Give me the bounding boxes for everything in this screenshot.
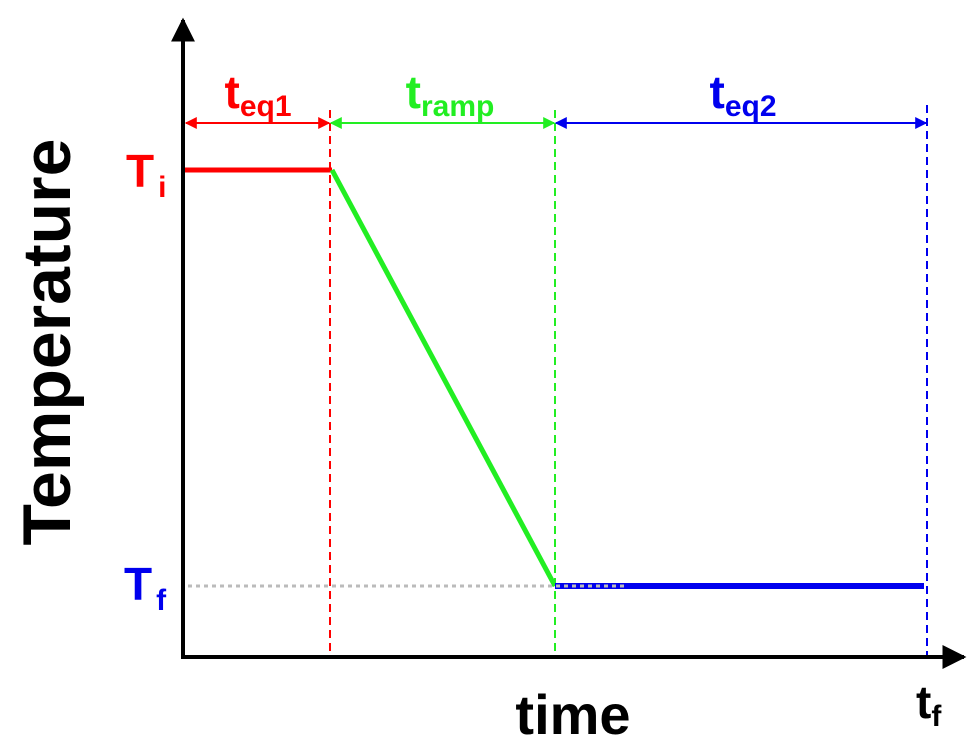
subscript: i — [158, 171, 166, 204]
x-axis-label: time — [515, 683, 630, 746]
symbol: t — [224, 66, 239, 118]
subscript: eq2 — [725, 90, 777, 123]
symbol: t — [916, 676, 931, 728]
symbol: T — [126, 145, 154, 197]
subscript: f — [931, 700, 942, 733]
subscript: ramp — [421, 90, 494, 123]
y-axis-label: Temperature — [9, 139, 85, 546]
phase-label: tramp — [406, 66, 495, 123]
phase-label: teq2 — [709, 66, 776, 123]
symbol: T — [124, 558, 152, 610]
symbol: t — [406, 66, 421, 118]
subscript: f — [156, 584, 167, 617]
ramp — [329, 168, 558, 588]
symbol: t — [709, 66, 724, 118]
subscript: eq1 — [240, 90, 292, 123]
x-end-label: tf — [916, 676, 942, 733]
phase-label: teq1 — [224, 66, 291, 123]
